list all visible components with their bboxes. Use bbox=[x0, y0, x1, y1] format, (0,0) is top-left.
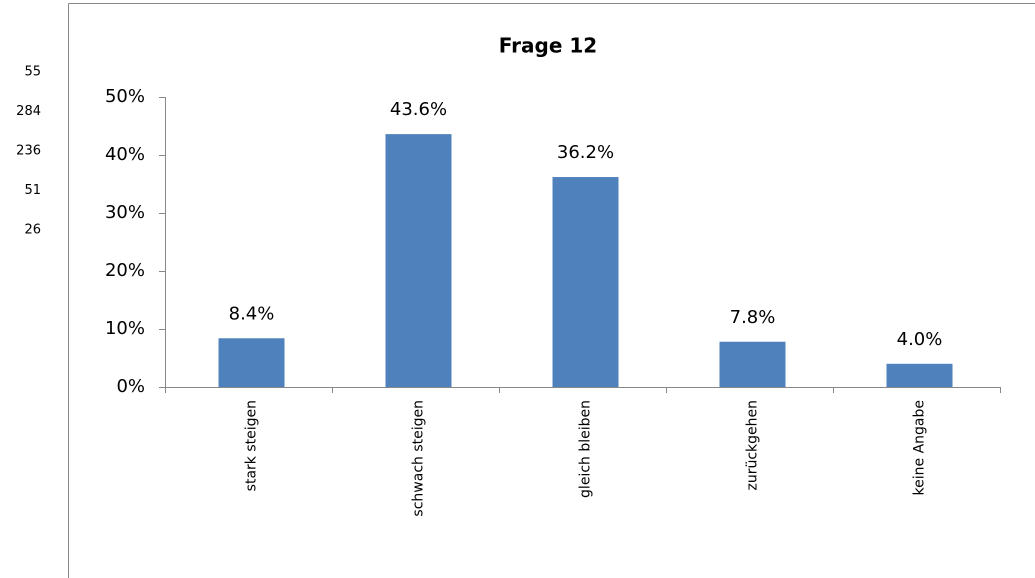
y-tick-label: 40% bbox=[105, 144, 145, 165]
cell-value: 26 bbox=[24, 223, 41, 238]
cell-value: 236 bbox=[16, 144, 41, 159]
y-tick-label: 10% bbox=[105, 318, 145, 339]
cell-value: 51 bbox=[24, 183, 41, 198]
y-tick-label: 50% bbox=[105, 86, 145, 107]
cell-value: 284 bbox=[16, 104, 41, 119]
y-tick-label: 20% bbox=[105, 260, 145, 281]
x-tick-label: stark steigen bbox=[244, 400, 260, 491]
data-label: 36.2% bbox=[557, 142, 614, 163]
x-tick-label: keine Angabe bbox=[912, 400, 928, 495]
data-label: 7.8% bbox=[730, 307, 776, 328]
bar bbox=[719, 341, 786, 387]
y-tick-label: 0% bbox=[116, 376, 145, 397]
x-tick-label: gleich bleiben bbox=[578, 400, 594, 498]
data-label: 4.0% bbox=[897, 329, 943, 350]
chart-title: Frage 12 bbox=[499, 34, 597, 58]
bar bbox=[552, 177, 619, 387]
bar bbox=[886, 363, 953, 387]
y-tick-label: 30% bbox=[105, 202, 145, 223]
cell-value: 55 bbox=[24, 65, 41, 80]
x-tick-label: zurückgehen bbox=[745, 400, 761, 491]
data-label: 8.4% bbox=[229, 303, 275, 324]
bar bbox=[385, 134, 452, 387]
data-label: 43.6% bbox=[390, 99, 447, 120]
x-tick-label: schwach steigen bbox=[411, 400, 427, 517]
bar bbox=[218, 338, 285, 387]
